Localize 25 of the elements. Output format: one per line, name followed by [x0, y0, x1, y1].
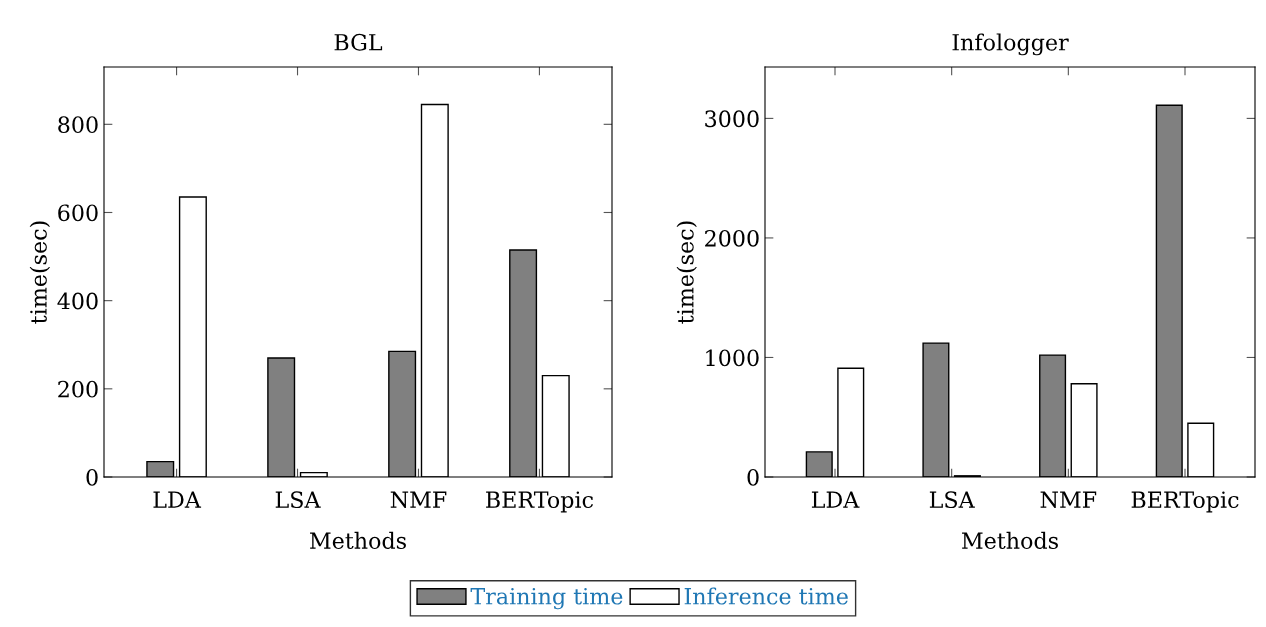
- y-axis-title: time(sec): [29, 221, 51, 324]
- x-tick-label: LDA: [811, 491, 860, 508]
- y-tick-label: 2000: [705, 229, 759, 247]
- y-tick-label: 800: [58, 116, 98, 134]
- x-tick-label: NMF: [390, 491, 447, 509]
- x-tick-label: LSA: [929, 491, 975, 509]
- y-tick-label: 3000: [705, 110, 759, 128]
- chart-title: Infologger: [952, 33, 1069, 56]
- x-tick-label: LSA: [275, 491, 321, 509]
- y-tick-label: 400: [57, 292, 98, 310]
- y-tick-label: 200: [58, 380, 98, 398]
- x-axis-title: Methods: [310, 531, 406, 550]
- x-tick-label: BERTopic: [486, 491, 593, 513]
- x-tick-label: LDA: [153, 491, 202, 508]
- y-tick-label: 1000: [706, 349, 759, 367]
- x-axis-title: Methods: [962, 531, 1058, 550]
- x-tick-label: BERTopic: [1131, 491, 1239, 513]
- legend-label: Inference time: [684, 587, 848, 605]
- x-tick-label: NMF: [1040, 491, 1097, 509]
- y-tick-label: 0: [86, 468, 98, 486]
- y-tick-label: 600: [58, 204, 98, 222]
- y-tick-label: 0: [747, 468, 759, 486]
- chart-title: BGL: [334, 33, 383, 51]
- y-axis-title: time(sec): [676, 221, 697, 324]
- legend-label: Training time: [470, 587, 623, 610]
